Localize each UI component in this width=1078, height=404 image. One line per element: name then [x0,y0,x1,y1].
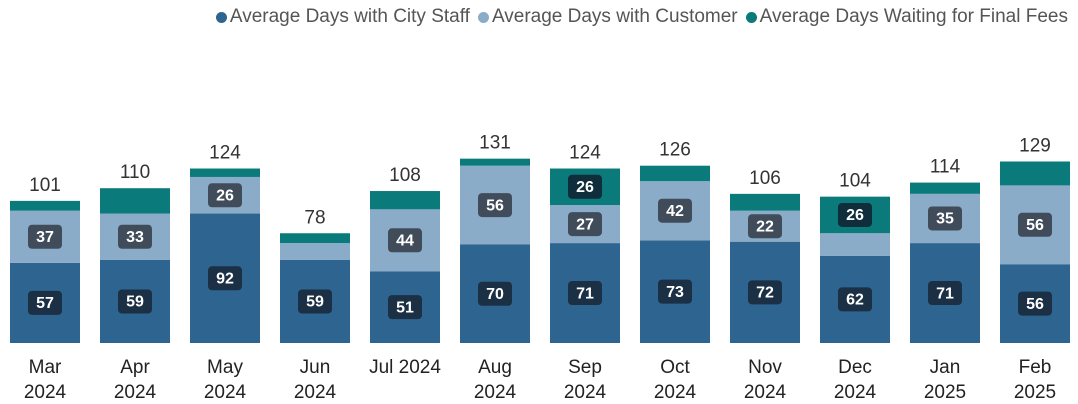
data-label: 73 [666,284,684,301]
data-label-box [208,266,242,291]
bar-segment [10,200,80,211]
legend-swatch [477,11,489,23]
data-label: 56 [1026,217,1044,234]
total-label: 124 [209,143,241,164]
data-label-box [208,183,242,208]
legend-item: Average Days with Customer [477,6,738,28]
legend-swatch [215,11,227,23]
x-tick-label: Nov 2024 [743,357,787,403]
legend-label: Average Days Waiting for Final Fees [759,6,1068,27]
legend-item: Average Days with City Staff [215,6,470,28]
bar-segment [730,193,800,211]
x-tick-label: Oct 2024 [653,357,697,403]
data-label: 35 [936,211,954,228]
data-label: 56 [486,197,504,214]
data-label: 57 [36,295,54,312]
data-label: 33 [126,229,144,246]
x-tick-label: Jun 2024 [293,357,337,403]
total-label: 114 [930,157,961,178]
data-label-box [838,202,872,227]
data-label-box [568,281,602,306]
data-label: 27 [576,216,594,233]
legend-label: Average Days with City Staff [229,6,470,27]
x-tick-label: Jan 2025 [923,357,967,403]
legend-label: Average Days with Customer [491,6,738,27]
bar-segment [1000,161,1070,186]
data-label-box [118,224,152,249]
data-label-box [298,289,332,314]
data-label-box [658,279,692,304]
data-label-box [28,224,62,249]
x-tick-label: Apr 2024 [113,357,157,403]
x-tick-label: Aug 2024 [473,357,517,403]
x-tick-label: Mar 2024 [23,357,67,403]
data-label: 71 [576,285,594,302]
data-label-box [1018,291,1052,316]
data-label: 72 [756,285,774,302]
data-label: 56 [1026,296,1044,313]
bar-segment [190,168,260,177]
data-label-box [28,290,62,315]
data-label: 37 [36,229,54,246]
data-label-box [838,287,872,312]
total-label: 101 [29,175,61,196]
data-label-box [388,228,422,253]
bar-segment [820,233,890,256]
data-label: 71 [936,285,954,302]
bar-segment [370,191,440,210]
data-label: 62 [846,292,864,309]
bar-segment [640,165,710,182]
data-label: 59 [306,294,324,311]
total-label: 126 [659,140,691,161]
data-label: 26 [216,187,234,204]
data-label-box [118,289,152,314]
legend-item: Average Days Waiting for Final Fees [745,6,1068,28]
x-tick-label: Jul 2024 [369,357,441,378]
bar-segment [280,243,350,260]
data-label-box [1018,212,1052,237]
total-label: 129 [1019,135,1051,156]
bar-segment [910,182,980,194]
total-label: 106 [749,168,781,189]
data-label-box [658,198,692,223]
data-label-box [568,212,602,237]
data-label: 42 [666,203,684,220]
data-label-box [748,214,782,239]
data-label: 44 [396,232,414,249]
data-label: 22 [756,218,774,235]
total-label: 108 [389,165,421,186]
bar-segment [460,158,530,166]
data-label-box [388,295,422,320]
legend-swatch [745,11,757,23]
legend: Average Days with City Staff Average Days… [215,6,1068,28]
data-label: 51 [396,299,414,316]
data-label: 59 [126,294,144,311]
bar-segment [280,233,350,244]
data-label-box [568,174,602,199]
data-label: 26 [576,179,594,196]
data-label-box [928,206,962,231]
x-tick-label: May 2024 [203,357,247,403]
total-label: 124 [569,143,601,164]
data-label: 92 [216,270,234,287]
total-label: 78 [304,207,325,228]
total-label: 104 [839,171,871,192]
total-label: 110 [120,162,150,183]
x-tick-label: Feb 2025 [1013,357,1057,403]
data-label-box [478,193,512,218]
data-label: 26 [846,207,864,224]
bar-segment [100,188,170,214]
data-label-box [748,280,782,305]
data-label: 70 [486,286,504,303]
x-tick-label: Dec 2024 [833,357,877,403]
data-label-box [478,281,512,306]
x-tick-label: Sep 2024 [563,357,607,403]
data-label-box [928,281,962,306]
total-label: 131 [479,133,511,154]
